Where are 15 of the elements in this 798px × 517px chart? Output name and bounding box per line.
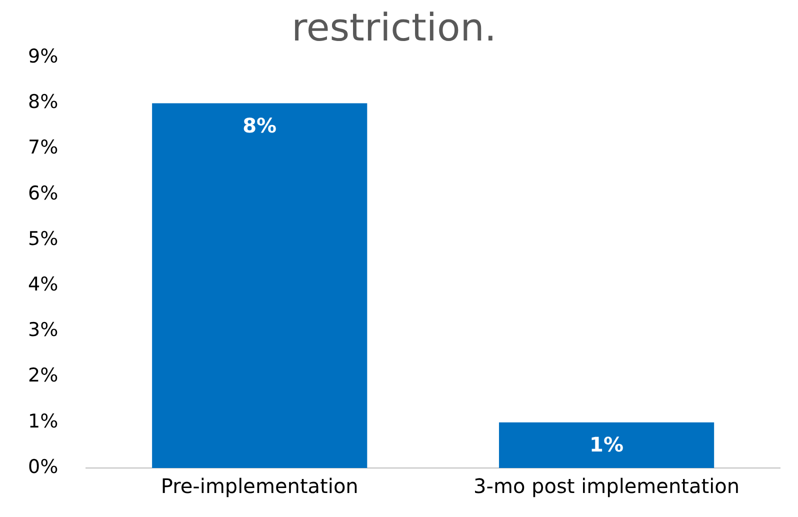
data-label: 1%	[590, 432, 624, 457]
y-tick-label: 8%	[28, 91, 58, 114]
y-tick-label: 0%	[28, 456, 58, 478]
y-tick-label: 5%	[28, 228, 58, 250]
y-tick-label: 1%	[28, 410, 58, 432]
y-tick-label: 9%	[28, 46, 58, 68]
y-tick-label: 3%	[28, 319, 58, 342]
data-label: 8%	[242, 113, 277, 138]
x-tick-label: Pre-implementation	[160, 474, 358, 498]
x-tick-label: 3-mo post implementation	[474, 474, 740, 498]
y-tick-label: 7%	[28, 136, 58, 159]
y-tick-label: 6%	[28, 182, 58, 204]
y-tick-label: 4%	[28, 274, 58, 296]
chart-title: restriction.	[292, 6, 496, 50]
y-tick-label: 2%	[28, 364, 58, 387]
